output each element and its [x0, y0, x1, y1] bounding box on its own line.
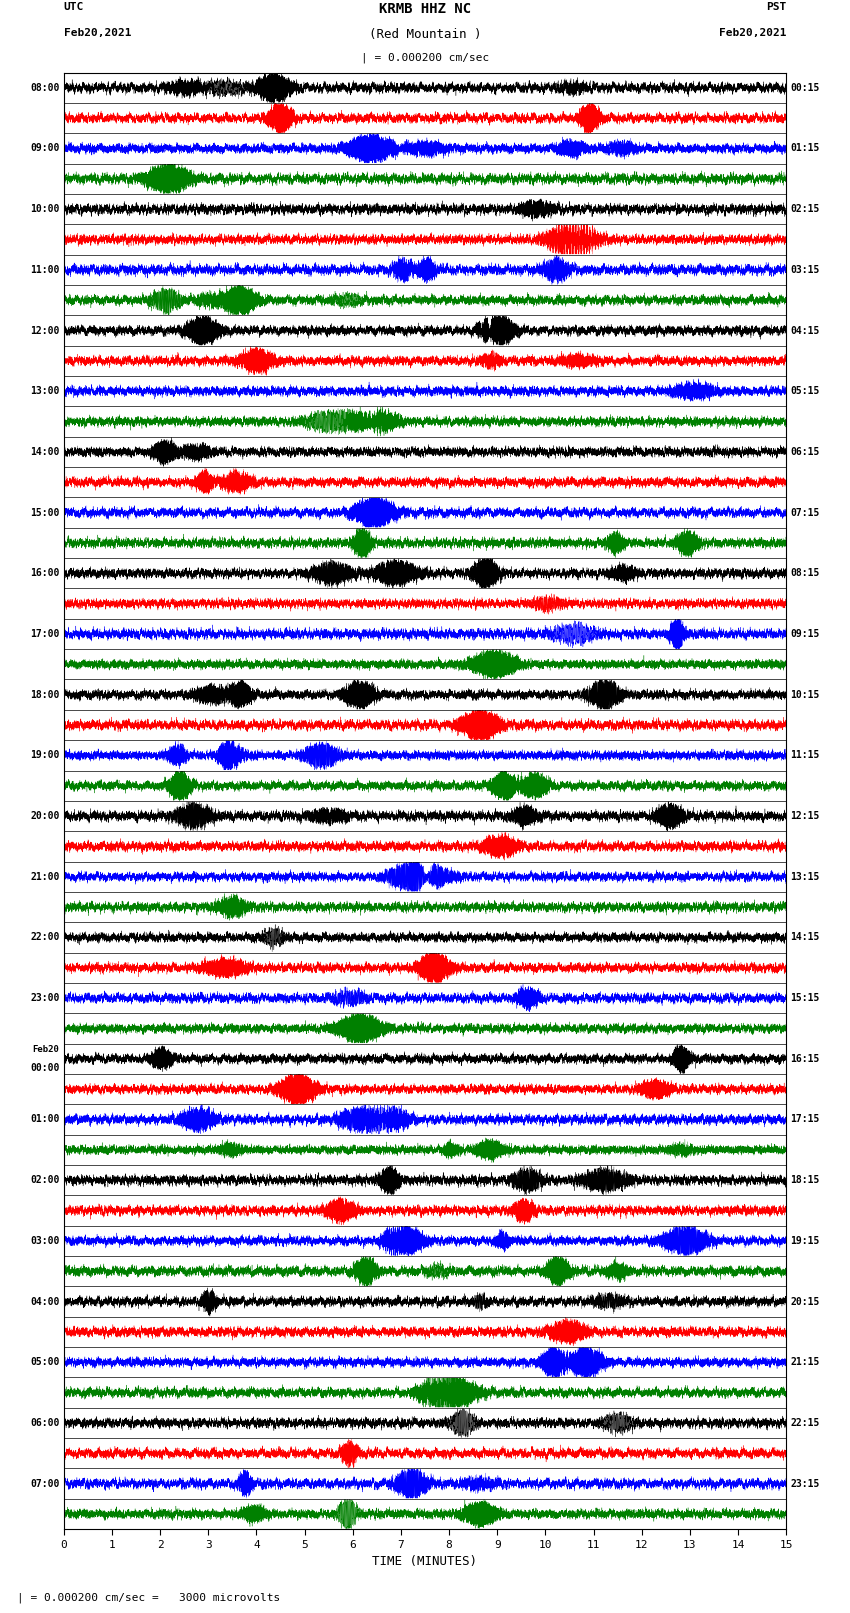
Text: 18:15: 18:15 — [790, 1176, 820, 1186]
Text: 03:15: 03:15 — [790, 265, 820, 274]
X-axis label: TIME (MINUTES): TIME (MINUTES) — [372, 1555, 478, 1568]
Text: 09:00: 09:00 — [30, 144, 60, 153]
Text: 08:15: 08:15 — [790, 568, 820, 579]
Text: 04:00: 04:00 — [30, 1297, 60, 1307]
Text: 10:15: 10:15 — [790, 690, 820, 700]
Text: 15:15: 15:15 — [790, 994, 820, 1003]
Text: 22:00: 22:00 — [30, 932, 60, 942]
Text: 16:15: 16:15 — [790, 1053, 820, 1065]
Text: 13:00: 13:00 — [30, 386, 60, 397]
Text: 12:00: 12:00 — [30, 326, 60, 336]
Text: 11:00: 11:00 — [30, 265, 60, 274]
Text: 05:15: 05:15 — [790, 386, 820, 397]
Text: 16:00: 16:00 — [30, 568, 60, 579]
Text: 20:00: 20:00 — [30, 811, 60, 821]
Text: Feb20: Feb20 — [32, 1045, 60, 1053]
Text: 13:15: 13:15 — [790, 871, 820, 882]
Text: 19:15: 19:15 — [790, 1236, 820, 1245]
Text: KRMB HHZ NC: KRMB HHZ NC — [379, 3, 471, 16]
Text: 00:15: 00:15 — [790, 82, 820, 94]
Text: 03:00: 03:00 — [30, 1236, 60, 1245]
Text: 23:15: 23:15 — [790, 1479, 820, 1489]
Text: 18:00: 18:00 — [30, 690, 60, 700]
Text: 10:00: 10:00 — [30, 205, 60, 215]
Text: 07:00: 07:00 — [30, 1479, 60, 1489]
Text: 04:15: 04:15 — [790, 326, 820, 336]
Text: 21:15: 21:15 — [790, 1357, 820, 1368]
Text: 06:15: 06:15 — [790, 447, 820, 456]
Text: 17:00: 17:00 — [30, 629, 60, 639]
Text: 19:00: 19:00 — [30, 750, 60, 760]
Text: 23:00: 23:00 — [30, 994, 60, 1003]
Text: 11:15: 11:15 — [790, 750, 820, 760]
Text: 14:15: 14:15 — [790, 932, 820, 942]
Text: | = 0.000200 cm/sec: | = 0.000200 cm/sec — [361, 52, 489, 63]
Text: 15:00: 15:00 — [30, 508, 60, 518]
Text: Feb20,2021: Feb20,2021 — [64, 29, 131, 39]
Text: 07:15: 07:15 — [790, 508, 820, 518]
Text: | = 0.000200 cm/sec =   3000 microvolts: | = 0.000200 cm/sec = 3000 microvolts — [17, 1592, 280, 1603]
Text: 20:15: 20:15 — [790, 1297, 820, 1307]
Text: PST: PST — [766, 3, 786, 13]
Text: 05:00: 05:00 — [30, 1357, 60, 1368]
Text: 17:15: 17:15 — [790, 1115, 820, 1124]
Text: UTC: UTC — [64, 3, 84, 13]
Text: 08:00: 08:00 — [30, 82, 60, 94]
Text: 06:00: 06:00 — [30, 1418, 60, 1428]
Text: 01:15: 01:15 — [790, 144, 820, 153]
Text: (Red Mountain ): (Red Mountain ) — [369, 29, 481, 42]
Text: 21:00: 21:00 — [30, 871, 60, 882]
Text: 14:00: 14:00 — [30, 447, 60, 456]
Text: Feb20,2021: Feb20,2021 — [719, 29, 786, 39]
Text: 00:00: 00:00 — [30, 1063, 60, 1074]
Text: 01:00: 01:00 — [30, 1115, 60, 1124]
Text: 09:15: 09:15 — [790, 629, 820, 639]
Text: 02:00: 02:00 — [30, 1176, 60, 1186]
Text: 12:15: 12:15 — [790, 811, 820, 821]
Text: 22:15: 22:15 — [790, 1418, 820, 1428]
Text: 02:15: 02:15 — [790, 205, 820, 215]
